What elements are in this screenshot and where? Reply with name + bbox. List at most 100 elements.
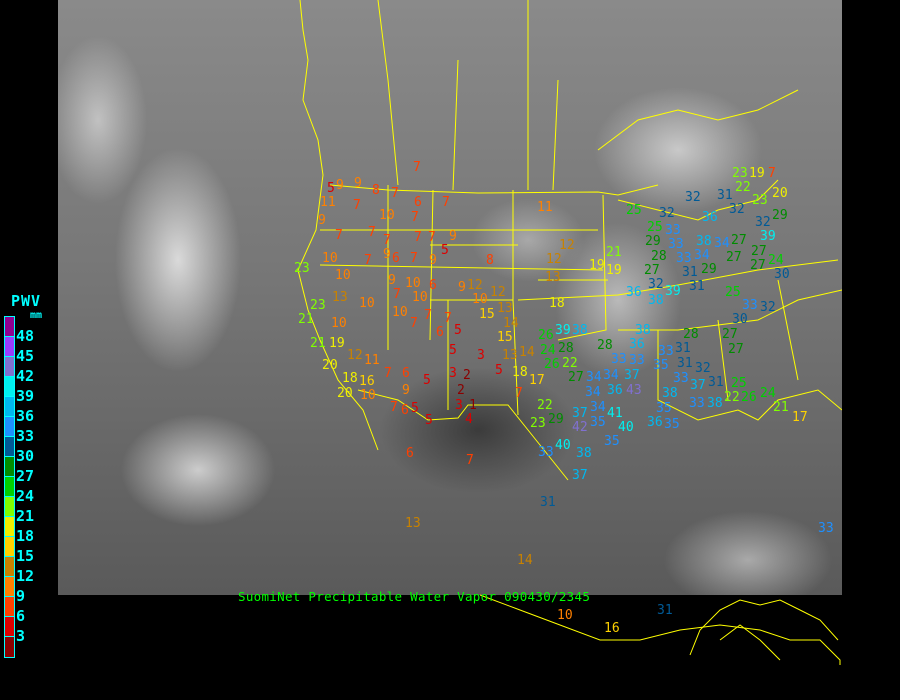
station-pwv-value: 36 [626, 285, 642, 300]
station-pwv-value: 7 [368, 225, 376, 240]
legend-bin [5, 377, 14, 397]
station-pwv-value: 9 [449, 229, 457, 244]
station-pwv-value: 6 [402, 366, 410, 381]
station-pwv-value: 34 [585, 385, 601, 400]
station-pwv-value: 35 [604, 434, 620, 449]
legend-bin [5, 597, 14, 617]
border-line [297, 0, 379, 451]
station-pwv-value: 33 [689, 396, 705, 411]
station-pwv-value: 19 [329, 336, 345, 351]
station-pwv-value: 23 [732, 166, 748, 181]
station-pwv-value: 7 [391, 186, 399, 201]
station-pwv-value: 10 [472, 292, 488, 307]
station-pwv-value: 28 [683, 327, 699, 342]
legend-bin [5, 397, 14, 417]
station-pwv-value: 34 [603, 368, 619, 383]
legend-label: 36 [16, 407, 35, 425]
station-pwv-value: 27 [750, 258, 766, 273]
station-pwv-value: 7 [428, 230, 436, 245]
station-pwv-value: 12 [467, 278, 483, 293]
station-pwv-value: 31 [657, 603, 673, 618]
border-line [777, 279, 799, 381]
legend-bin [5, 537, 14, 557]
station-pwv-value: 7 [413, 160, 421, 175]
station-pwv-value: 31 [689, 279, 705, 294]
legend-label: 6 [16, 607, 26, 625]
station-pwv-value: 32 [685, 190, 701, 205]
station-pwv-value: 33 [665, 223, 681, 238]
border-line [357, 389, 569, 481]
legend-label: 30 [16, 447, 35, 465]
map-caption: SuomiNet Precipitable Water Vapor 090430… [238, 589, 591, 604]
station-pwv-value: 26 [544, 357, 560, 372]
station-pwv-value: 21 [310, 336, 326, 351]
station-pwv-value: 7 [444, 311, 452, 326]
station-pwv-value: 9 [429, 253, 437, 268]
station-pwv-value: 27 [731, 233, 747, 248]
legend-label: 15 [16, 547, 35, 565]
border-line [329, 184, 659, 196]
station-pwv-value: 9 [354, 176, 362, 191]
station-pwv-value: 36 [647, 415, 663, 430]
station-pwv-value: 39 [555, 323, 571, 338]
station-pwv-value: 9 [318, 213, 326, 228]
station-pwv-value: 35 [664, 417, 680, 432]
station-pwv-value: 7 [466, 453, 474, 468]
station-pwv-value: 27 [644, 263, 660, 278]
station-pwv-value: 27 [728, 342, 744, 357]
legend-label: 12 [16, 567, 35, 585]
station-pwv-value: 29 [645, 234, 661, 249]
station-pwv-value: 7 [364, 253, 372, 268]
station-pwv-value: 43 [626, 383, 642, 398]
station-pwv-value: 12 [546, 252, 562, 267]
station-pwv-value: 8 [372, 183, 380, 198]
station-pwv-value: 10 [557, 608, 573, 623]
station-pwv-value: 33 [818, 521, 834, 536]
legend-label: 18 [16, 527, 35, 545]
station-pwv-value: 7 [353, 198, 361, 213]
station-pwv-value: 7 [384, 366, 392, 381]
station-pwv-value: 9 [336, 178, 344, 193]
legend-label: 33 [16, 427, 35, 445]
mexico-coastline [479, 594, 841, 665]
legend-bin [5, 437, 14, 457]
station-pwv-value: 6 [406, 446, 414, 461]
station-pwv-value: 10 [322, 251, 338, 266]
station-pwv-value: 21 [298, 312, 314, 327]
station-pwv-value: 31 [708, 375, 724, 390]
station-pwv-value: 5 [327, 181, 335, 196]
station-pwv-value: 6 [392, 251, 400, 266]
legend-title: PWV [11, 292, 42, 310]
station-pwv-value: 13 [405, 516, 421, 531]
station-pwv-value: 36 [629, 337, 645, 352]
station-pwv-value: 25 [731, 376, 747, 391]
legend-color-bar [4, 316, 15, 658]
border-line [552, 79, 559, 191]
legend-bin [5, 457, 14, 477]
station-pwv-value: 33 [658, 344, 674, 359]
station-pwv-value: 32 [695, 361, 711, 376]
station-pwv-value: 7 [414, 230, 422, 245]
station-pwv-value: 11 [320, 195, 336, 210]
station-pwv-value: 22 [735, 180, 751, 195]
station-pwv-value: 7 [410, 316, 418, 331]
station-pwv-value: 28 [651, 249, 667, 264]
station-pwv-value: 38 [707, 396, 723, 411]
station-pwv-value: 9 [402, 383, 410, 398]
border-line [429, 189, 434, 341]
station-pwv-value: 10 [412, 290, 428, 305]
legend-bin [5, 497, 14, 517]
station-pwv-value: 5 [449, 343, 457, 358]
station-pwv-value: 37 [572, 468, 588, 483]
legend-label: 39 [16, 387, 35, 405]
station-pwv-value: 10 [335, 268, 351, 283]
border-line [597, 89, 799, 151]
station-pwv-value: 5 [411, 401, 419, 416]
station-pwv-value: 33 [676, 251, 692, 266]
station-pwv-value: 36 [702, 210, 718, 225]
station-pwv-value: 32 [755, 215, 771, 230]
station-pwv-value: 15 [497, 330, 513, 345]
station-pwv-value: 5 [454, 323, 462, 338]
pwv-legend: PWV mm 48 45 42 39 36 33 30 27 24 21 18 15 12 9 6 3 [0, 292, 58, 672]
